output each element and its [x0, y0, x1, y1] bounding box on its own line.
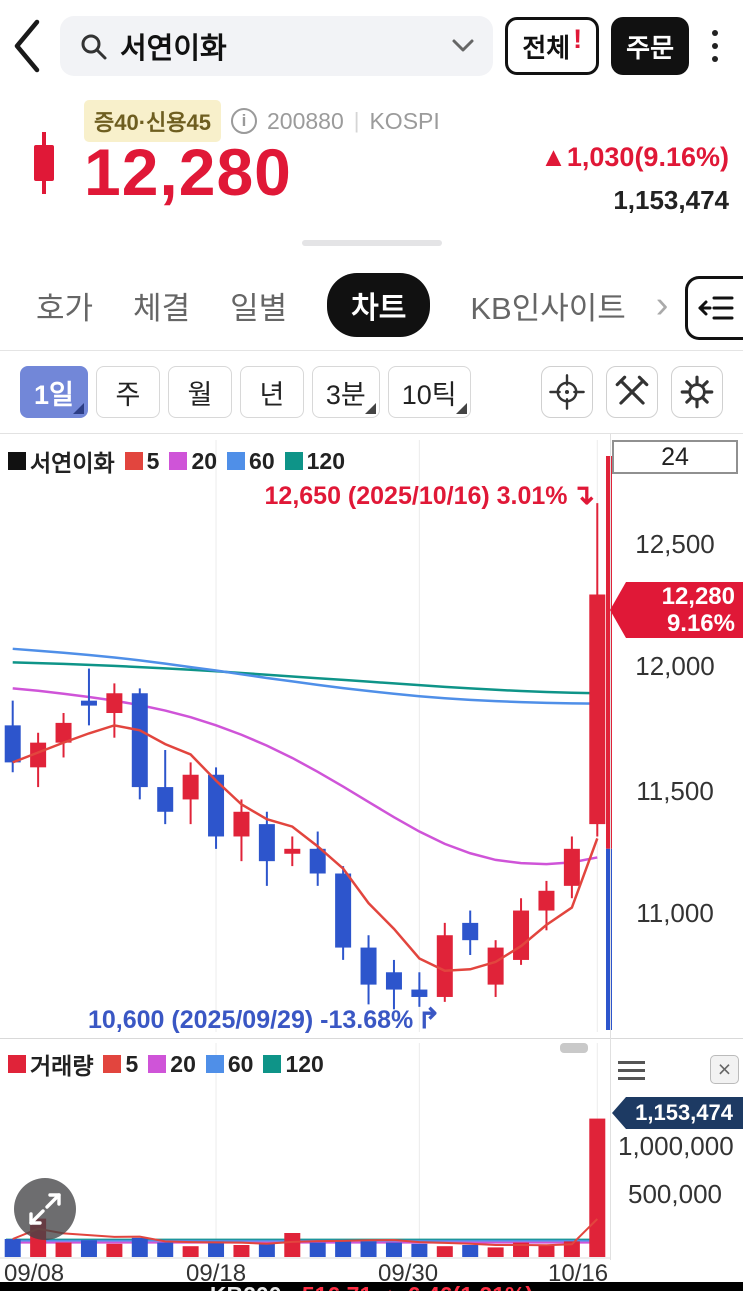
- period-10tick-button[interactable]: 10틱: [388, 366, 471, 418]
- gear-icon: [673, 368, 721, 416]
- fullscreen-button[interactable]: [14, 1178, 76, 1240]
- price-change: ▲1,030(9.16%): [540, 142, 729, 173]
- legend-ma5: 5: [125, 448, 160, 475]
- market-label: KOSPI: [369, 108, 439, 135]
- low-price-annotation: 10,600 (2025/09/29) -13.68%↱: [88, 1002, 441, 1035]
- price-axis-label: 11,000: [618, 898, 732, 929]
- current-price: 12,280: [84, 134, 292, 210]
- price-chart-panel: 서연이화 5 20 60 120 24 12,650 (2025/10/16) …: [0, 434, 743, 1038]
- price-chart-legend: 서연이화 5 20 60 120: [8, 444, 345, 478]
- price-chart-canvas[interactable]: [0, 434, 743, 1038]
- period-week-button[interactable]: 주: [96, 366, 160, 418]
- expand-icon: [25, 1189, 65, 1229]
- legend-ma20: 20: [169, 448, 217, 475]
- price-axis-label: 11,500: [618, 776, 732, 807]
- stock-name: 서연이화: [120, 25, 439, 67]
- trade-volume: 1,153,474: [540, 185, 729, 216]
- vma60-swatch: [206, 1055, 224, 1073]
- back-chevron-icon: [9, 14, 45, 78]
- period-3min-button[interactable]: 3분: [312, 366, 380, 418]
- high-arrow-icon: ↴: [572, 479, 595, 510]
- indicator-menu-button[interactable]: [618, 1061, 645, 1080]
- index-change: ▲ 6.46(1.21%): [379, 1282, 533, 1291]
- overflow-menu-button[interactable]: [701, 26, 729, 66]
- all-menu-button[interactable]: 전체!: [505, 17, 599, 75]
- order-button[interactable]: 주문: [611, 17, 689, 75]
- period-1day-button[interactable]: 1일: [20, 366, 88, 418]
- top-bar: 서연이화 전체! 주문: [0, 0, 743, 82]
- chart-settings-button[interactable]: [671, 366, 723, 418]
- tab-trades[interactable]: 체결: [133, 283, 190, 328]
- candle-count-box[interactable]: 24: [612, 440, 738, 474]
- vma20-swatch: [148, 1055, 166, 1073]
- current-volume-badge: 1,153,474: [612, 1097, 743, 1129]
- x-axis: 09/08 09/18 09/30 10/16: [0, 1260, 743, 1284]
- high-price-annotation: 12,650 (2025/10/16) 3.01%↴: [150, 478, 595, 511]
- volume-panel: 거래량 5 20 60 120 × 1,153,474 1,000,000 50…: [0, 1038, 743, 1260]
- period-year-button[interactable]: 년: [240, 366, 304, 418]
- period-month-button[interactable]: 월: [168, 366, 232, 418]
- indicator-drag-handle[interactable]: [560, 1043, 588, 1053]
- legend-stock: 서연이화: [8, 444, 115, 478]
- index-name: KB200: [210, 1282, 282, 1291]
- crosshair-button[interactable]: [541, 366, 593, 418]
- stock-code: 200880: [267, 108, 344, 135]
- tab-daily[interactable]: 일별: [230, 283, 287, 328]
- legend-vma20: 20: [148, 1051, 196, 1078]
- tab-kb-insight[interactable]: KB인사이트: [470, 283, 625, 328]
- volume-axis-label: 1,000,000: [618, 1131, 732, 1162]
- all-menu-label: 전체: [522, 28, 570, 65]
- drawing-tools-icon: [608, 368, 656, 416]
- ma5-swatch: [125, 452, 143, 470]
- side-panel-toggle-button[interactable]: [685, 276, 743, 340]
- divider: |: [354, 108, 360, 134]
- legend-ma60: 60: [227, 448, 275, 475]
- close-indicator-button[interactable]: ×: [710, 1055, 739, 1084]
- index-ticker-text: KB200 516.71 ▲ 6.46(1.21%): [0, 1283, 743, 1291]
- stock-legend-swatch: [8, 452, 26, 470]
- price-axis-label: 12,000: [618, 651, 732, 682]
- legend-vma120: 120: [263, 1051, 323, 1078]
- ma60-swatch: [227, 452, 245, 470]
- volume-axis-label: 500,000: [618, 1179, 732, 1210]
- price-axis-label: 12,500: [618, 529, 732, 560]
- volume-legend: 거래량 5 20 60 120: [8, 1047, 324, 1081]
- current-price-badge: 12,280 9.16%: [610, 582, 743, 638]
- collapse-panel-icon: [694, 286, 738, 330]
- back-button[interactable]: [6, 15, 48, 77]
- tab-quotes[interactable]: 호가: [36, 283, 93, 328]
- info-icon[interactable]: i: [231, 108, 257, 134]
- drawing-tools-button[interactable]: [606, 366, 658, 418]
- index-ticker-bar[interactable]: KB200 516.71 ▲ 6.46(1.21%): [0, 1282, 743, 1291]
- candle-icon: [34, 132, 54, 194]
- vma5-swatch: [103, 1055, 121, 1073]
- tab-bar: 호가 체결 일별 차트 KB인사이트 ›: [0, 262, 743, 348]
- all-menu-alert-badge: !: [573, 24, 582, 55]
- tab-chart[interactable]: 차트: [327, 273, 430, 337]
- chart-controls: 1일 주 월 년 3분 10틱: [0, 350, 743, 434]
- low-arrow-icon: ↱: [417, 1003, 440, 1034]
- price-change-block: ▲1,030(9.16%) 1,153,474: [540, 142, 729, 216]
- stock-search-field[interactable]: 서연이화: [60, 16, 493, 76]
- axis-separator: [610, 434, 611, 1260]
- stock-chart-screen: 서연이화 전체! 주문 증40·신용45 i 200880 | KOSPI 12…: [0, 0, 743, 1291]
- legend-vma60: 60: [206, 1051, 254, 1078]
- search-icon: [78, 31, 108, 61]
- crosshair-icon: [543, 368, 591, 416]
- ma120-swatch: [285, 452, 303, 470]
- vma120-swatch: [263, 1055, 281, 1073]
- ma20-swatch: [169, 452, 187, 470]
- legend-vma5: 5: [103, 1051, 138, 1078]
- legend-ma120: 120: [285, 448, 345, 475]
- chevron-down-icon[interactable]: [451, 38, 475, 54]
- volume-legend-swatch: [8, 1055, 26, 1073]
- legend-volume: 거래량: [8, 1047, 93, 1081]
- stock-summary: 증40·신용45 i 200880 | KOSPI 12,280 ▲1,030(…: [0, 92, 743, 242]
- chart-tool-buttons: [541, 366, 723, 418]
- index-value: 516.71: [302, 1282, 372, 1291]
- tabs-more-chevron-icon[interactable]: ›: [656, 284, 669, 327]
- sheet-drag-handle[interactable]: [302, 240, 442, 246]
